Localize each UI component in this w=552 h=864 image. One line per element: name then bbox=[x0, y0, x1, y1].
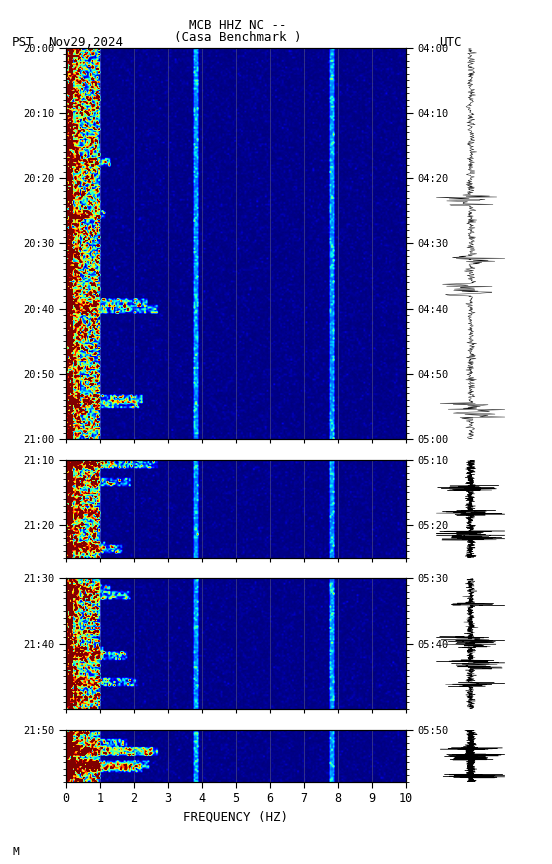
Text: Nov29,2024: Nov29,2024 bbox=[49, 36, 124, 49]
Text: PST: PST bbox=[12, 36, 35, 49]
Text: MCB HHZ NC --: MCB HHZ NC -- bbox=[189, 19, 286, 32]
X-axis label: FREQUENCY (HZ): FREQUENCY (HZ) bbox=[183, 811, 289, 824]
Text: (Casa Benchmark ): (Casa Benchmark ) bbox=[174, 31, 301, 44]
Text: UTC: UTC bbox=[439, 36, 461, 49]
Text: M: M bbox=[12, 847, 19, 857]
